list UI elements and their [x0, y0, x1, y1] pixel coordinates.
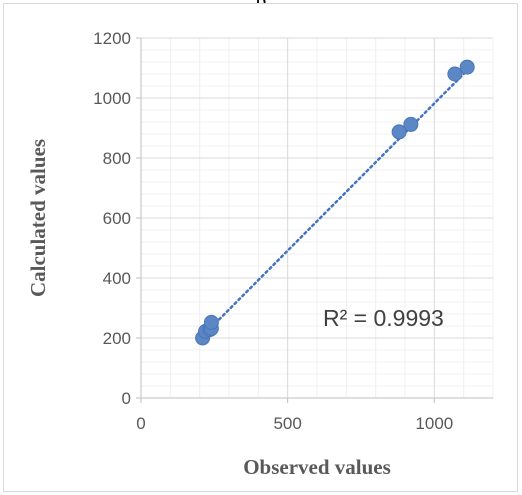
trendline	[210, 69, 469, 329]
y-tick-label: 800	[103, 149, 131, 168]
data-point	[459, 59, 475, 75]
data-point	[391, 124, 407, 140]
chart-area	[3, 3, 518, 492]
tick-labels: 0 500 1000 0 200 400 600 800 1000 1200	[93, 29, 453, 433]
trendline-group	[210, 69, 469, 329]
y-tick-label: 0	[122, 389, 131, 408]
y-tick-label: 200	[103, 329, 131, 348]
y-tick-label: 600	[103, 209, 131, 228]
y-tick-label: 400	[103, 269, 131, 288]
y-tick-label: 1000	[93, 89, 131, 108]
x-tick-label: 1000	[415, 414, 453, 433]
x-tick-label: 0	[136, 414, 145, 433]
axes	[136, 37, 493, 403]
y-tick-label: 1200	[93, 29, 131, 48]
r-squared-annotation: R² = 0.9993	[323, 305, 444, 331]
y-axis-title: Calculated values	[26, 139, 50, 297]
data-point	[447, 66, 463, 82]
x-axis-title: Observed values	[243, 455, 391, 479]
x-tick-label: 500	[273, 414, 301, 433]
data-points	[195, 59, 475, 346]
data-point	[203, 314, 219, 330]
data-point	[403, 116, 419, 132]
